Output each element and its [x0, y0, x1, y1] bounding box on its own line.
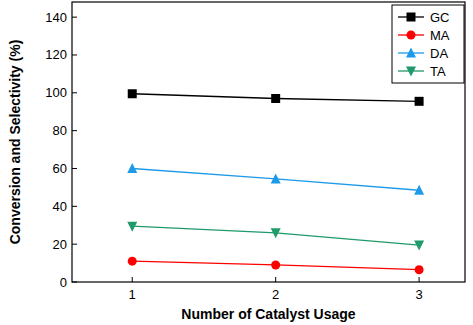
y-tick: [72, 168, 77, 169]
y-tick-label: 120: [45, 47, 67, 62]
y-tick-label: 100: [45, 85, 67, 100]
series-line: [132, 226, 419, 245]
marker: [414, 185, 424, 195]
marker: [128, 89, 137, 98]
legend-label: MA: [430, 28, 450, 43]
series-line: [132, 168, 419, 190]
marker: [271, 260, 280, 269]
marker: [407, 13, 416, 22]
x-tick-label: 2: [272, 287, 279, 302]
y-tick-label: 20: [53, 237, 67, 252]
marker: [127, 163, 137, 173]
series-line: [132, 261, 419, 270]
y-tick-label: 60: [53, 161, 67, 176]
y-tick: [72, 130, 77, 131]
marker: [127, 222, 137, 232]
legend-label: GC: [430, 10, 450, 25]
y-tick: [72, 17, 77, 18]
marker: [407, 31, 416, 40]
y-tick: [72, 92, 77, 93]
y-axis-label: Conversion and Selectivity (%): [7, 40, 23, 245]
y-tick-label: 80: [53, 123, 67, 138]
x-axis-label: Number of Catalyst Usage: [181, 306, 355, 322]
y-tick: [72, 244, 77, 245]
marker: [271, 173, 281, 183]
legend: GC MA DA TA: [392, 5, 464, 83]
x-tick: [275, 277, 276, 282]
marker: [406, 67, 416, 77]
x-tick-label: 3: [415, 287, 422, 302]
y-tick: [72, 282, 77, 283]
x-tick: [419, 277, 420, 282]
marker: [414, 241, 424, 251]
plot-frame: [72, 2, 465, 282]
chart-root: 0 20 40 60 80 100 120 140 1 2 3 Number of Catalyst …: [0, 0, 473, 325]
marker: [128, 257, 137, 266]
marker: [406, 48, 416, 58]
y-tick-label: 140: [45, 10, 67, 25]
y-tick: [72, 54, 77, 55]
y-tick-label: 0: [60, 275, 67, 290]
legend-label: TA: [430, 64, 446, 79]
marker: [271, 94, 280, 103]
marker: [271, 228, 281, 238]
legend-box: [392, 5, 464, 83]
marker: [415, 265, 424, 274]
marker: [415, 97, 424, 106]
x-tick-label: 1: [129, 287, 136, 302]
legend-label: DA: [430, 46, 448, 61]
y-tick: [72, 206, 77, 207]
plot-area: [127, 89, 424, 274]
y-tick-label: 40: [53, 199, 67, 214]
x-tick: [132, 277, 133, 282]
chart: 0 20 40 60 80 100 120 140 1 2 3 Number of Catalyst …: [0, 0, 473, 325]
